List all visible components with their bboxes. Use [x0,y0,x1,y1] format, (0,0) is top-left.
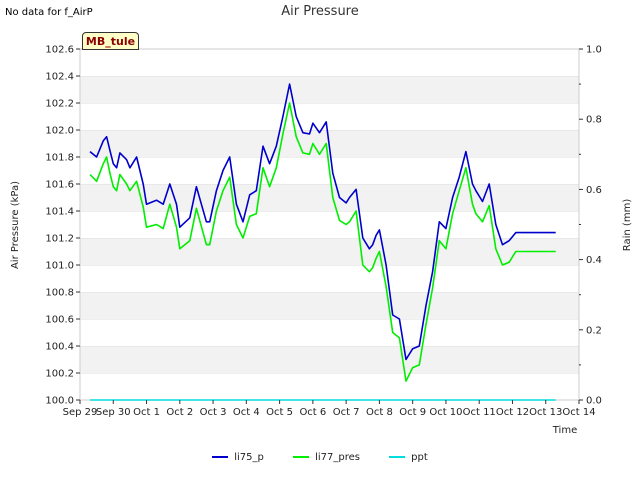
y-axis-title: Air Pressure (kPa) [10,181,21,269]
series-line-li75-p [89,83,556,361]
legend-item-ppt: ppt [389,452,428,463]
y2-tick-label: 0.2 [586,325,602,336]
site-badge: MB_tule [82,32,139,50]
grid-band [80,49,579,76]
x-axis-title: Time [552,425,577,436]
y2-tick-label: 0.4 [586,255,602,266]
grid-band [80,319,579,346]
y-tick-label: 101.0 [45,261,74,272]
x-tick-label: Oct 9 [399,407,426,418]
grid-band [80,103,579,130]
x-tick-label: Oct 12 [496,407,529,418]
legend-item-li77-pres: li77_pres [293,452,360,463]
y2-tick-label: 0.0 [586,396,602,407]
x-tick-label: Oct 13 [529,407,562,418]
y-tick-label: 100.8 [45,288,74,299]
y-tick-label: 102.0 [45,126,74,137]
y-tick-label: 101.8 [45,153,74,164]
y2-tick-label: 0.6 [586,185,602,196]
x-tick-label: Oct 1 [133,407,160,418]
series-line-li77-pres [89,102,556,382]
x-tick-label: Oct 14 [562,407,595,418]
x-tick-label: Oct 10 [429,407,462,418]
grid-band [80,346,579,373]
y2-tick-label: 1.0 [586,45,602,56]
x-tick-label: Sep 30 [96,407,131,418]
y-tick-label: 101.4 [45,207,74,218]
y-tick-label: 101.6 [45,180,74,191]
x-tick-label: Oct 5 [266,407,293,418]
y-tick-label: 101.2 [45,234,74,245]
legend-swatch-ppt [389,456,406,458]
x-tick-label: Oct 7 [333,407,360,418]
x-tick-label: Oct 2 [166,407,193,418]
legend-swatch-li75-p [212,456,229,458]
grid-band [80,292,579,319]
grid-band [80,373,579,400]
legend-label-li75-p: li75_p [234,452,264,463]
legend-item-li75-p: li75_p [212,452,264,463]
y2-axis-title: Rain (mm) [622,199,633,252]
y-tick-label: 100.4 [45,342,74,353]
grid-band [80,265,579,292]
y-axis-ticks: 100.0 100.2 100.4 100.6 100.8 101.0 101.2 101.4… [45,45,80,407]
grid-band [80,76,579,103]
y2-tick-label: 0.8 [586,115,602,126]
x-tick-label: Oct 6 [299,407,326,418]
y-tick-label: 100.6 [45,315,74,326]
legend-swatch-li77-pres [293,456,310,458]
legend-label-li77-pres: li77_pres [315,452,360,463]
x-tick-label: Sep 29 [63,407,98,418]
x-tick-label: Oct 4 [233,407,260,418]
no-data-message: No data for f_AirP [5,7,93,18]
y-tick-label: 102.4 [45,72,74,83]
legend: li75_p li77_pres ppt [0,452,640,463]
chart-title: Air Pressure [281,4,359,19]
x-tick-label: Oct 8 [366,407,393,418]
y-tick-label: 102.6 [45,45,74,56]
legend-label-ppt: ppt [411,452,428,463]
x-tick-label: Oct 3 [200,407,227,418]
x-tick-label: Oct 11 [463,407,496,418]
y2-axis-ticks: 0.0 0.2 0.4 0.6 0.8 1.0 [579,45,602,407]
y-tick-label: 100.2 [45,369,74,380]
grid-band [80,184,579,211]
y-tick-label: 100.0 [45,396,74,407]
series-layer [89,83,556,401]
grid-band [80,238,579,265]
y-tick-label: 102.2 [45,99,74,110]
